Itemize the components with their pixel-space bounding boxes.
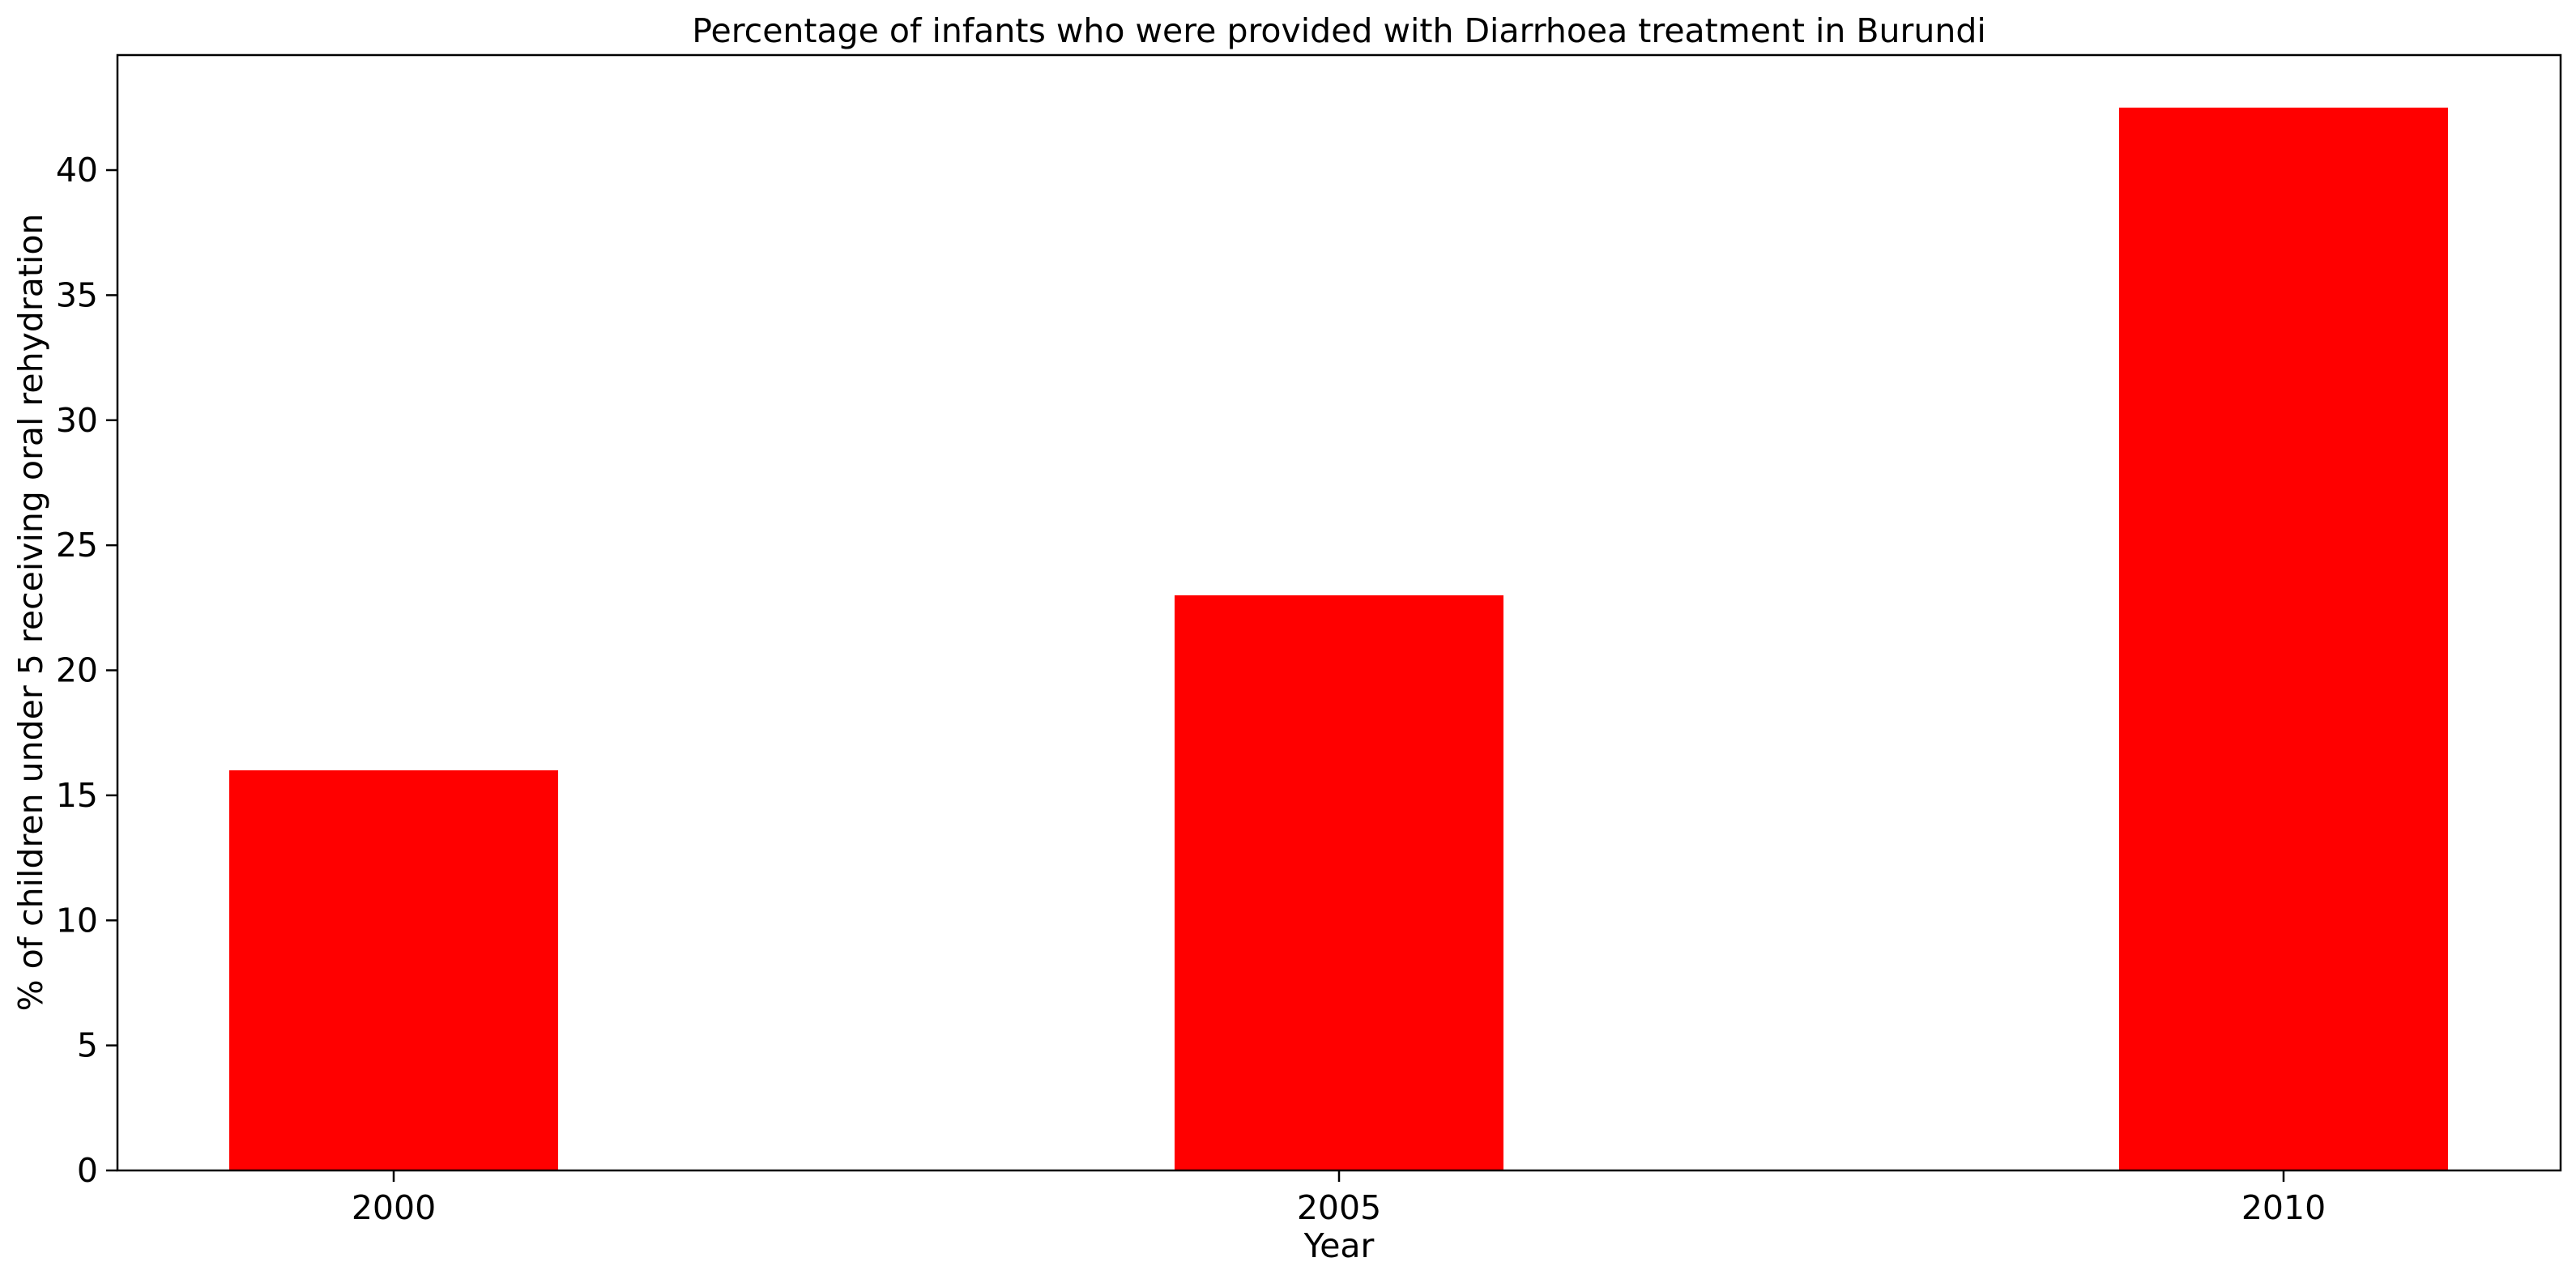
bars-group [229, 107, 2448, 1171]
y-axis-ticks: 0 5 10 15 20 25 30 35 40 [56, 151, 117, 1190]
plot-frame [116, 53, 2562, 1172]
x-tick-label-2000: 2000 [352, 1188, 436, 1227]
bar-2010 [2119, 107, 2448, 1171]
y-tick-label: 40 [56, 151, 98, 190]
chart-title: Percentage of infants who were provided … [692, 11, 1986, 50]
y-axis-label: % of children under 5 receiving oral reh… [11, 214, 50, 1012]
y-tick-label: 25 [56, 526, 98, 565]
y-tick-label: 10 [56, 901, 98, 940]
y-tick-label: 5 [77, 1026, 98, 1065]
x-tick-label-2005: 2005 [1297, 1188, 1381, 1227]
x-axis-ticks: 2000 2005 2010 [352, 1170, 2326, 1227]
y-tick-label: 35 [56, 275, 98, 314]
y-tick-label: 15 [56, 776, 98, 815]
y-tick-label: 0 [77, 1151, 98, 1190]
x-tick-label-2010: 2010 [2241, 1188, 2326, 1227]
y-tick-label: 20 [56, 651, 98, 690]
x-axis-label: Year [1303, 1226, 1375, 1265]
bar-2000 [229, 770, 558, 1170]
bar-2005 [1175, 595, 1503, 1170]
y-tick-label: 30 [56, 401, 98, 440]
